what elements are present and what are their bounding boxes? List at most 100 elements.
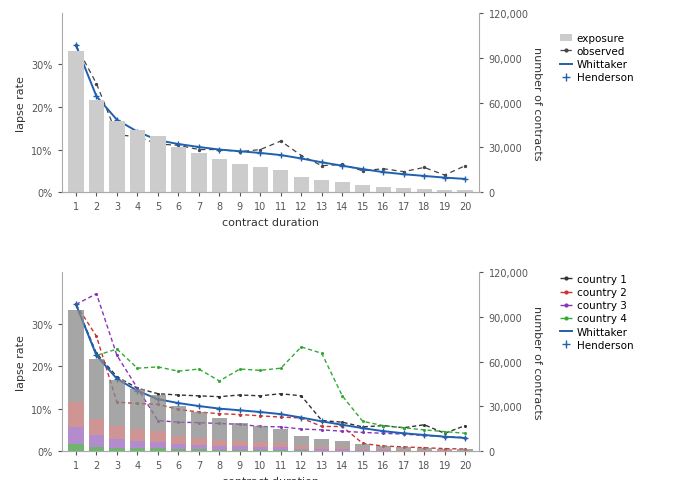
Point	[112, 398, 123, 406]
Bar	[191, 444, 207, 449]
Bar	[129, 429, 145, 441]
Point	[316, 163, 327, 170]
Point	[275, 365, 286, 372]
Point	[193, 144, 204, 152]
Point	[377, 422, 388, 430]
Bar	[110, 121, 125, 192]
Point	[153, 137, 164, 145]
Point	[234, 391, 245, 399]
Point	[112, 352, 123, 360]
Bar	[416, 190, 432, 192]
Point	[255, 412, 266, 420]
Y-axis label: lapse rate: lapse rate	[16, 76, 25, 132]
Bar	[458, 191, 473, 192]
Point	[439, 433, 450, 441]
Point	[275, 152, 286, 159]
Point	[132, 129, 143, 136]
Bar	[273, 444, 288, 447]
Point	[337, 427, 348, 435]
Bar	[334, 447, 350, 449]
Bar	[232, 423, 247, 441]
Point	[398, 431, 409, 438]
Bar	[212, 160, 227, 192]
Point	[439, 445, 450, 453]
Point	[153, 390, 164, 398]
Point	[377, 430, 388, 437]
Point	[71, 301, 82, 309]
Point	[337, 421, 348, 429]
Point	[255, 146, 266, 154]
Bar	[129, 130, 145, 192]
Bar	[212, 419, 227, 440]
Point	[112, 373, 123, 381]
Point	[398, 168, 409, 176]
Point	[296, 156, 307, 163]
Point	[255, 150, 266, 157]
Point	[153, 363, 164, 371]
Point	[296, 152, 307, 160]
Bar	[150, 448, 166, 451]
Point	[173, 391, 184, 399]
Bar	[437, 191, 452, 192]
Point	[439, 433, 450, 441]
Point	[316, 417, 327, 424]
Point	[398, 171, 409, 179]
Point	[316, 426, 327, 434]
Bar	[150, 395, 166, 432]
Bar	[375, 188, 391, 192]
Point	[337, 163, 348, 170]
Point	[275, 390, 286, 398]
Point	[91, 352, 102, 360]
Bar	[129, 389, 145, 429]
Point	[112, 375, 123, 383]
Bar	[437, 449, 452, 450]
Point	[275, 413, 286, 421]
Point	[214, 410, 225, 418]
Y-axis label: lapse rate: lapse rate	[16, 334, 25, 390]
Point	[112, 346, 123, 353]
Point	[377, 169, 388, 177]
Bar	[68, 310, 84, 402]
Point	[296, 392, 307, 400]
Point	[377, 166, 388, 173]
Bar	[273, 170, 288, 192]
Point	[337, 419, 348, 426]
Bar	[314, 181, 329, 192]
Y-axis label: number of contracts: number of contracts	[532, 305, 543, 419]
Bar	[232, 165, 247, 192]
Bar	[334, 182, 350, 192]
Bar	[294, 436, 309, 446]
Bar	[375, 450, 391, 451]
Point	[234, 365, 245, 373]
Bar	[129, 441, 145, 448]
Bar	[212, 440, 227, 445]
Point	[214, 420, 225, 428]
Bar	[355, 450, 371, 451]
Point	[112, 117, 123, 124]
Point	[377, 427, 388, 435]
Bar	[416, 448, 432, 450]
Bar	[232, 441, 247, 446]
Bar	[294, 450, 309, 451]
Bar	[191, 449, 207, 451]
Bar	[191, 413, 207, 438]
Bar	[212, 445, 227, 450]
Point	[255, 423, 266, 431]
Bar	[171, 436, 186, 444]
Point	[112, 132, 123, 139]
Bar	[294, 449, 309, 450]
Bar	[253, 168, 268, 192]
Point	[132, 387, 143, 395]
Bar	[396, 450, 412, 451]
Point	[316, 418, 327, 425]
Point	[91, 93, 102, 101]
Bar	[191, 438, 207, 444]
Point	[193, 392, 204, 400]
Point	[193, 408, 204, 416]
Bar	[334, 441, 350, 447]
Point	[419, 431, 429, 439]
Point	[234, 148, 245, 156]
Point	[296, 343, 307, 351]
Point	[132, 400, 143, 408]
Point	[71, 301, 82, 309]
